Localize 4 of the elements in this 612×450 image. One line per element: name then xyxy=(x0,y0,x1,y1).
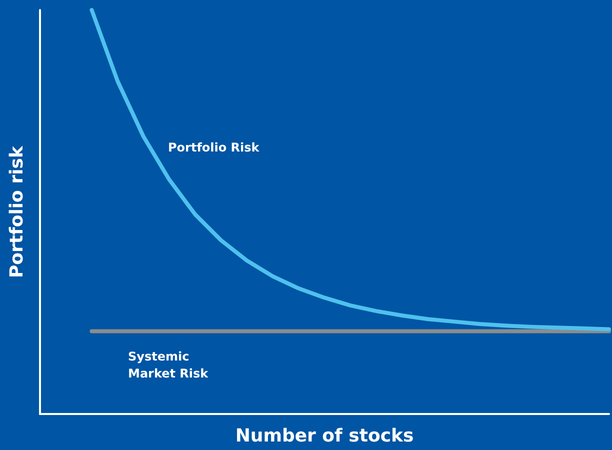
x-axis-title: Number of stocks xyxy=(235,426,414,446)
annotation: Portfolio Risk xyxy=(168,140,260,154)
annotation: Systemic Market Risk xyxy=(128,350,210,380)
y-axis-title: Portfolio risk xyxy=(6,145,28,278)
